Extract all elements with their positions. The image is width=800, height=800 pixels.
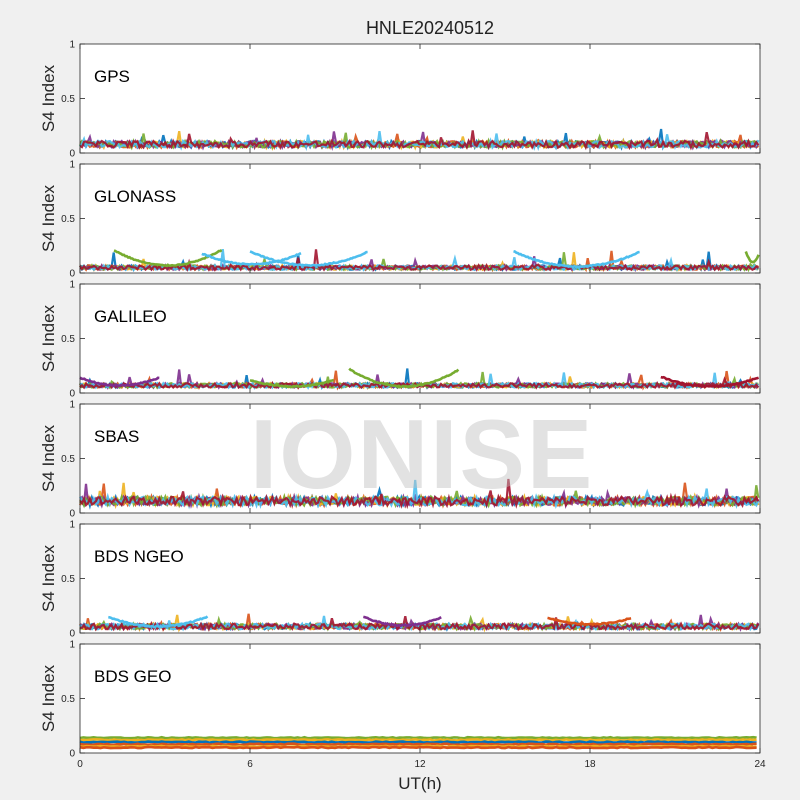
x-tick-label: 6 — [247, 759, 253, 770]
panel-label: SBAS — [94, 427, 139, 446]
y-tick-label: 1 — [69, 40, 75, 51]
axes-background — [80, 284, 760, 393]
arc-track-3 — [513, 249, 640, 269]
y-axis-label: S4 Index — [39, 664, 58, 732]
data-series-6 — [79, 249, 760, 273]
y-tick-label: 0 — [69, 509, 75, 520]
y-axis-label: S4 Index — [39, 184, 58, 252]
data-series-group — [79, 613, 760, 633]
y-tick-label: 1 — [69, 160, 75, 171]
data-series-6 — [79, 615, 760, 632]
y-tick-label: 0 — [69, 149, 75, 160]
axes-background — [80, 44, 760, 153]
figure-title: HNLE20240512 — [365, 18, 495, 38]
y-tick-label: 1 — [69, 640, 75, 651]
data-series-0 — [79, 735, 757, 740]
data-series-6 — [79, 376, 760, 390]
arc-track-2 — [249, 378, 334, 389]
data-series-group — [79, 248, 760, 273]
x-axis-label: UT(h) — [398, 774, 441, 793]
arc-track-0 — [108, 615, 209, 629]
y-tick-label: 0.5 — [61, 214, 75, 225]
arc-track-1 — [363, 615, 442, 628]
y-axis-label: S4 Index — [39, 64, 58, 132]
arc-track-1 — [348, 367, 460, 389]
axes-background — [80, 164, 760, 273]
subplot-2: 0 0.5 1 S4 Index GALILEO — [39, 280, 761, 400]
subplot-4: 0 0.5 1 S4 Index BDS NGEO — [39, 520, 761, 640]
axes-background — [80, 644, 760, 753]
y-tick-label: 0 — [69, 749, 75, 760]
panel-label: GLONASS — [94, 187, 176, 206]
subplot-0: 0 0.5 1 S4 Index GPS — [39, 40, 761, 160]
axes-background — [80, 524, 760, 633]
arc-track-0 — [113, 249, 223, 268]
y-tick-label: 0.5 — [61, 94, 75, 105]
data-series-group — [78, 478, 760, 510]
arc-track-0 — [79, 376, 160, 388]
y-tick-label: 0 — [69, 389, 75, 400]
y-axis-label: S4 Index — [39, 424, 58, 492]
data-series-group — [78, 128, 760, 152]
panel-label: GALILEO — [94, 307, 167, 326]
y-tick-label: 0.5 — [61, 694, 75, 705]
x-tick-label: 0 — [77, 759, 83, 770]
subplot-1: 0 0.5 1 S4 Index GLONASS — [39, 160, 761, 280]
x-tick-label: 24 — [754, 759, 766, 770]
data-series-1 — [79, 738, 757, 742]
arc-track-3 — [660, 375, 760, 389]
x-tick-label: 18 — [584, 759, 596, 770]
panel-label: BDS GEO — [94, 667, 171, 686]
y-tick-label: 0.5 — [61, 334, 75, 345]
data-series-group — [79, 367, 760, 391]
data-series-2 — [79, 740, 757, 744]
arc-track-1 — [201, 252, 302, 266]
panel-label: BDS NGEO — [94, 547, 184, 566]
arc-track-2 — [547, 616, 632, 627]
y-tick-label: 0 — [69, 629, 75, 640]
arc-track-4 — [744, 251, 760, 264]
y-tick-label: 0.5 — [61, 574, 75, 585]
data-series-6 — [79, 130, 760, 151]
y-tick-label: 1 — [69, 520, 75, 531]
data-series-6 — [79, 478, 760, 510]
y-tick-label: 1 — [69, 400, 75, 411]
x-tick-label: 12 — [414, 759, 426, 770]
y-tick-label: 0 — [69, 269, 75, 280]
y-axis-label: S4 Index — [39, 304, 58, 372]
subplot-5: 0 0.5 1 0 6 12 18 24 S4 Index BDS GEO UT(h) — [39, 640, 766, 794]
subplot-3: 0 0.5 1 S4 Index SBAS — [39, 400, 761, 520]
data-series-5 — [79, 745, 757, 750]
y-tick-label: 1 — [69, 280, 75, 291]
arc-track-2 — [249, 250, 368, 268]
data-series-group — [79, 735, 757, 750]
panel-label: GPS — [94, 67, 130, 86]
data-series-3 — [79, 742, 757, 747]
y-axis-label: S4 Index — [39, 544, 58, 612]
y-tick-label: 0.5 — [61, 454, 75, 465]
